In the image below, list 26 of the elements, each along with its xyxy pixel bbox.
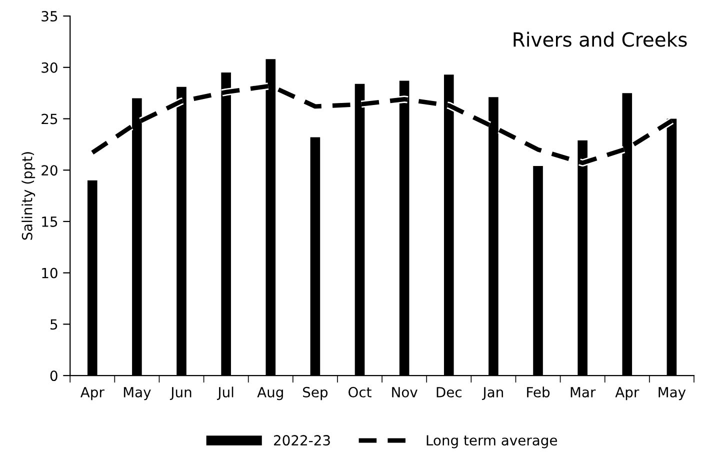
x-tick-label: Dec [436,387,462,398]
x-tick-label: Apr [80,387,104,400]
y-tick-label: 25 [42,114,58,124]
y-axis-title: Salinity (ppt) [22,152,36,240]
x-tick-label: Nov [392,387,418,398]
y-tick-label: 20 [42,165,58,176]
x-tick-label: Mar [570,387,596,398]
y-tick-label: 15 [42,216,58,227]
x-tick-label: Jan [482,387,503,400]
x-tick-label: Sep [303,386,328,400]
x-tick-label: Apr [615,387,640,400]
y-tick-label: 30 [42,62,58,73]
text: Rivers and Creeks [514,32,687,47]
x-tick-label: Oct [348,386,372,398]
legend-label: Long term average [426,435,558,448]
y-tick-label: 10 [42,268,58,278]
x-tick-label: Aug [257,387,283,400]
legend-label: 2022-23 [274,435,330,446]
x-tick-label: Feb [527,386,550,398]
y-tick-label: 35 [42,11,58,22]
y-tick-label: 0 [50,370,58,382]
x-tick-label: May [124,387,151,400]
y-tick-label: 5 [50,319,58,330]
x-tick-label: Jun [170,387,192,400]
x-tick-label: Jul [216,386,234,400]
x-tick-label: May [658,387,686,400]
